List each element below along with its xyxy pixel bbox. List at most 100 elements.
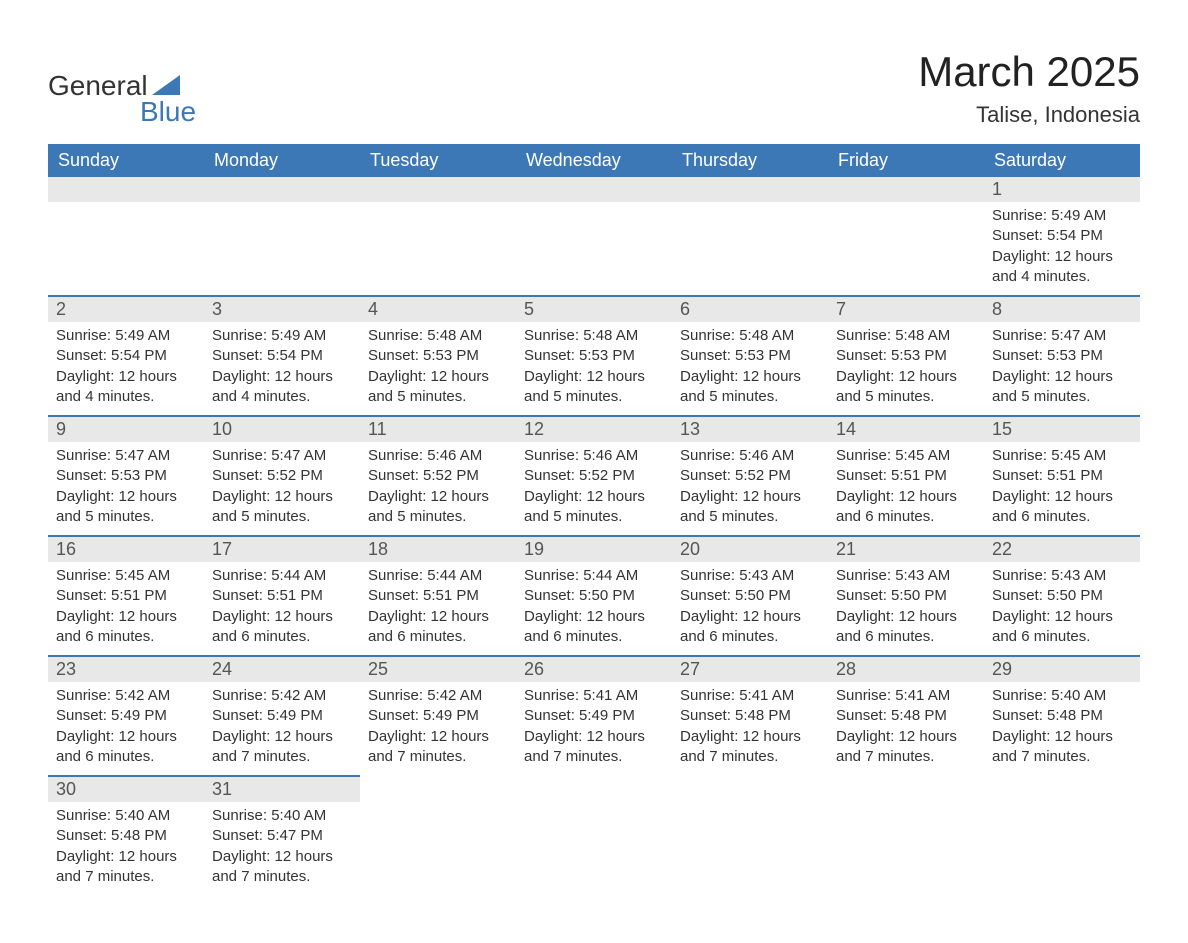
sunrise-text: Sunrise: 5:45 AM: [836, 446, 976, 466]
sunset-text: Sunset: 5:50 PM: [524, 586, 664, 606]
sunset-text: Sunset: 5:49 PM: [56, 706, 196, 726]
day-number: 26: [516, 656, 672, 682]
month-title: March 2025: [918, 48, 1140, 96]
sunset-text: Sunset: 5:51 PM: [56, 586, 196, 606]
weekday-header-row: SundayMondayTuesdayWednesdayThursdayFrid…: [48, 144, 1140, 177]
daylight-text: Daylight: 12 hours and 5 minutes.: [680, 367, 820, 408]
sunrise-text: Sunrise: 5:40 AM: [212, 806, 352, 826]
sunset-text: Sunset: 5:49 PM: [524, 706, 664, 726]
sunset-text: Sunset: 5:51 PM: [992, 466, 1132, 486]
sunrise-text: Sunrise: 5:42 AM: [212, 686, 352, 706]
day-number: 30: [48, 776, 204, 802]
sunset-text: Sunset: 5:52 PM: [368, 466, 508, 486]
day-number: 4: [360, 296, 516, 322]
day-detail: Sunrise: 5:45 AMSunset: 5:51 PMDaylight:…: [48, 562, 204, 656]
sunrise-text: Sunrise: 5:49 AM: [212, 326, 352, 346]
sunrise-text: Sunrise: 5:41 AM: [524, 686, 664, 706]
daylight-text: Daylight: 12 hours and 4 minutes.: [56, 367, 196, 408]
day-number: 21: [828, 536, 984, 562]
sunrise-text: Sunrise: 5:43 AM: [992, 566, 1132, 586]
sunset-text: Sunset: 5:51 PM: [368, 586, 508, 606]
day-number: 11: [360, 416, 516, 442]
day-number: 29: [984, 656, 1140, 682]
logo-word-1: General: [48, 70, 148, 102]
sunset-text: Sunset: 5:49 PM: [368, 706, 508, 726]
sunrise-text: Sunrise: 5:49 AM: [56, 326, 196, 346]
day-number: 23: [48, 656, 204, 682]
empty-day-detail: [204, 202, 360, 296]
sunrise-text: Sunrise: 5:47 AM: [992, 326, 1132, 346]
empty-day: [828, 776, 984, 802]
sunset-text: Sunset: 5:53 PM: [836, 346, 976, 366]
empty-day: [516, 776, 672, 802]
sunset-text: Sunset: 5:51 PM: [836, 466, 976, 486]
day-number: 27: [672, 656, 828, 682]
daylight-text: Daylight: 12 hours and 5 minutes.: [368, 367, 508, 408]
daylight-text: Daylight: 12 hours and 7 minutes.: [680, 727, 820, 768]
empty-day-detail: [828, 802, 984, 895]
sunset-text: Sunset: 5:48 PM: [56, 826, 196, 846]
empty-day: [360, 776, 516, 802]
day-number: 31: [204, 776, 360, 802]
weekday-header: Friday: [828, 144, 984, 177]
day-detail: Sunrise: 5:48 AMSunset: 5:53 PMDaylight:…: [828, 322, 984, 416]
empty-day-detail: [672, 202, 828, 296]
day-number: 20: [672, 536, 828, 562]
day-number: 14: [828, 416, 984, 442]
day-detail: Sunrise: 5:43 AMSunset: 5:50 PMDaylight:…: [984, 562, 1140, 656]
sunset-text: Sunset: 5:50 PM: [680, 586, 820, 606]
day-number: 18: [360, 536, 516, 562]
daylight-text: Daylight: 12 hours and 7 minutes.: [212, 847, 352, 888]
day-detail: Sunrise: 5:47 AMSunset: 5:53 PMDaylight:…: [48, 442, 204, 536]
daylight-text: Daylight: 12 hours and 5 minutes.: [368, 487, 508, 528]
sunrise-text: Sunrise: 5:48 AM: [836, 326, 976, 346]
day-number: 24: [204, 656, 360, 682]
daylight-text: Daylight: 12 hours and 7 minutes.: [836, 727, 976, 768]
empty-day: [48, 177, 204, 202]
day-detail: Sunrise: 5:40 AMSunset: 5:48 PMDaylight:…: [984, 682, 1140, 776]
sunset-text: Sunset: 5:50 PM: [836, 586, 976, 606]
daylight-text: Daylight: 12 hours and 6 minutes.: [680, 607, 820, 648]
sunrise-text: Sunrise: 5:47 AM: [56, 446, 196, 466]
sunrise-text: Sunrise: 5:45 AM: [992, 446, 1132, 466]
day-number: 10: [204, 416, 360, 442]
day-detail: Sunrise: 5:40 AMSunset: 5:48 PMDaylight:…: [48, 802, 204, 895]
empty-day-detail: [360, 802, 516, 895]
daylight-text: Daylight: 12 hours and 5 minutes.: [524, 367, 664, 408]
daylight-text: Daylight: 12 hours and 5 minutes.: [524, 487, 664, 528]
daylight-text: Daylight: 12 hours and 6 minutes.: [992, 487, 1132, 528]
sunset-text: Sunset: 5:54 PM: [56, 346, 196, 366]
daylight-text: Daylight: 12 hours and 6 minutes.: [212, 607, 352, 648]
day-number: 8: [984, 296, 1140, 322]
daylight-text: Daylight: 12 hours and 5 minutes.: [212, 487, 352, 528]
sunset-text: Sunset: 5:53 PM: [524, 346, 664, 366]
empty-day-detail: [516, 802, 672, 895]
sunset-text: Sunset: 5:48 PM: [992, 706, 1132, 726]
day-detail: Sunrise: 5:43 AMSunset: 5:50 PMDaylight:…: [828, 562, 984, 656]
week-detail-row: Sunrise: 5:47 AMSunset: 5:53 PMDaylight:…: [48, 442, 1140, 536]
sunset-text: Sunset: 5:48 PM: [836, 706, 976, 726]
day-detail: Sunrise: 5:48 AMSunset: 5:53 PMDaylight:…: [360, 322, 516, 416]
sunrise-text: Sunrise: 5:41 AM: [680, 686, 820, 706]
day-detail: Sunrise: 5:40 AMSunset: 5:47 PMDaylight:…: [204, 802, 360, 895]
sunrise-text: Sunrise: 5:40 AM: [992, 686, 1132, 706]
daylight-text: Daylight: 12 hours and 6 minutes.: [992, 607, 1132, 648]
calendar-table: SundayMondayTuesdayWednesdayThursdayFrid…: [48, 144, 1140, 895]
daylight-text: Daylight: 12 hours and 6 minutes.: [836, 487, 976, 528]
daylight-text: Daylight: 12 hours and 6 minutes.: [524, 607, 664, 648]
day-detail: Sunrise: 5:46 AMSunset: 5:52 PMDaylight:…: [360, 442, 516, 536]
day-detail: Sunrise: 5:46 AMSunset: 5:52 PMDaylight:…: [672, 442, 828, 536]
daylight-text: Daylight: 12 hours and 5 minutes.: [680, 487, 820, 528]
sunrise-text: Sunrise: 5:48 AM: [368, 326, 508, 346]
day-detail: Sunrise: 5:45 AMSunset: 5:51 PMDaylight:…: [984, 442, 1140, 536]
day-detail: Sunrise: 5:44 AMSunset: 5:51 PMDaylight:…: [204, 562, 360, 656]
day-detail: Sunrise: 5:49 AMSunset: 5:54 PMDaylight:…: [48, 322, 204, 416]
day-detail: Sunrise: 5:42 AMSunset: 5:49 PMDaylight:…: [360, 682, 516, 776]
sunrise-text: Sunrise: 5:46 AM: [680, 446, 820, 466]
daylight-text: Daylight: 12 hours and 4 minutes.: [992, 247, 1132, 288]
empty-day: [516, 177, 672, 202]
daylight-text: Daylight: 12 hours and 5 minutes.: [992, 367, 1132, 408]
sunrise-text: Sunrise: 5:44 AM: [368, 566, 508, 586]
sunset-text: Sunset: 5:49 PM: [212, 706, 352, 726]
sunset-text: Sunset: 5:53 PM: [680, 346, 820, 366]
